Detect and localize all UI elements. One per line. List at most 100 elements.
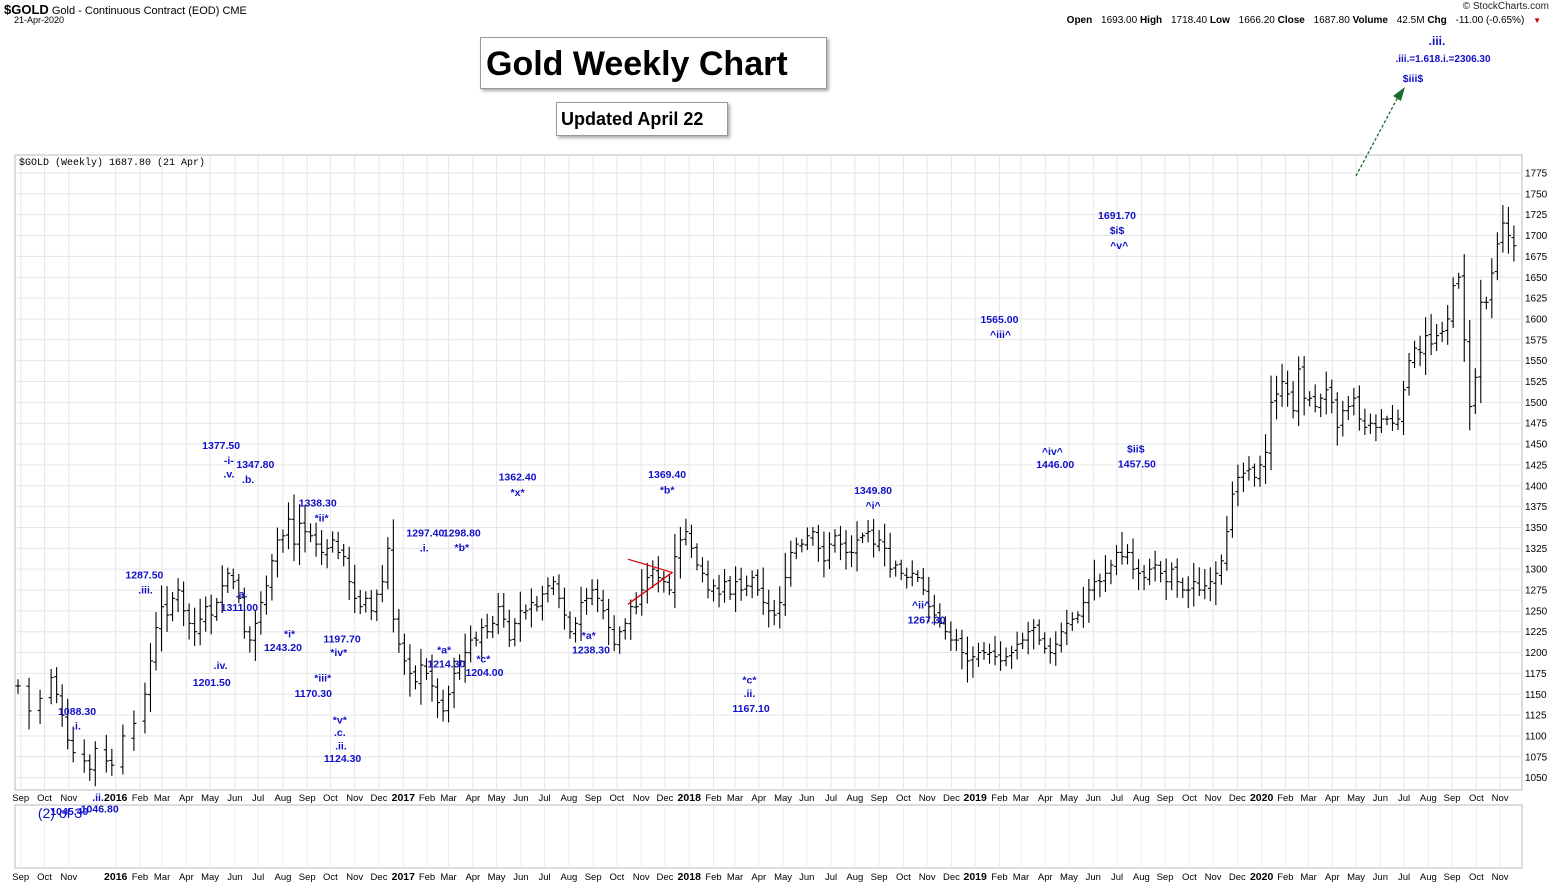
x-tick-label: Apr — [465, 793, 480, 804]
x-tick-label-lower: May — [201, 872, 219, 883]
x-tick-label-lower: Sep — [1157, 872, 1174, 883]
projection-target-label: .iii.=1.618.i.=2306.30 — [1395, 54, 1491, 65]
wave-label: 1347.80 — [236, 459, 274, 471]
x-tick-label-lower: Aug — [560, 872, 577, 883]
x-tick-label: Nov — [60, 793, 77, 804]
wave-label: 1565.00 — [980, 314, 1018, 326]
y-tick-label: 1200 — [1525, 648, 1548, 659]
x-tick-label: Oct — [323, 793, 338, 804]
wave-label: ^ii^ — [912, 599, 930, 611]
x-tick-label-lower: Dec — [371, 872, 388, 883]
projection-iii-label: $iii$ — [1403, 73, 1424, 85]
wave-label: .a. — [236, 589, 248, 601]
x-tick-label: May — [488, 793, 506, 804]
x-tick-label: Sep — [871, 793, 888, 804]
wave-label: 1297.40 — [406, 528, 444, 540]
x-tick-label-lower: Oct — [37, 872, 52, 883]
wave-label: .iv. — [214, 660, 228, 672]
chg-label: Chg — [1427, 15, 1447, 26]
x-tick-label-lower: Dec — [656, 872, 673, 883]
x-tick-label: Feb — [1277, 793, 1293, 804]
x-tick-label-lower: Nov — [60, 872, 77, 883]
wave-label: $ii$ — [1127, 443, 1145, 455]
volume-label: Volume — [1352, 15, 1388, 26]
wave-label: 1691.70 — [1098, 210, 1136, 222]
chg-value: -11.00 (-0.65%) — [1455, 15, 1525, 26]
y-tick-label: 1725 — [1525, 210, 1548, 221]
x-tick-label: Aug — [846, 793, 863, 804]
x-tick-label: Mar — [154, 793, 170, 804]
wave-label: 1311.00 — [221, 602, 259, 614]
triangle-pattern-lower — [627, 571, 673, 605]
x-tick-label: Mar — [727, 793, 743, 804]
x-tick-label: Sep — [299, 793, 316, 804]
x-tick-label: Mar — [440, 793, 456, 804]
x-tick-label: Apr — [179, 793, 194, 804]
x-tick-label-lower: 2018 — [678, 871, 702, 883]
open-label: Open — [1066, 15, 1093, 26]
x-tick-label: 2018 — [678, 792, 702, 804]
y-tick-label: 1600 — [1525, 314, 1548, 325]
x-tick-label-lower: Apr — [465, 872, 480, 883]
x-tick-label: Jul — [825, 793, 837, 804]
x-tick-label: Feb — [419, 793, 435, 804]
wave-label: *ii* — [315, 513, 330, 525]
y-tick-label: 1175 — [1525, 669, 1547, 680]
x-tick-label-lower: Apr — [751, 872, 766, 883]
x-tick-label: Feb — [991, 793, 1007, 804]
x-tick-label-lower: Mar — [440, 872, 456, 883]
symbol: $GOLD — [4, 2, 49, 17]
x-tick-label: Jul — [1398, 793, 1410, 804]
x-tick-label-lower: Nov — [346, 872, 363, 883]
x-tick-label-lower: Jul — [1398, 872, 1410, 883]
x-tick-label-lower: Jul — [1111, 872, 1123, 883]
x-tick-label: Apr — [1038, 793, 1053, 804]
x-tick-label-lower: Jun — [1086, 872, 1101, 883]
wave-label: $i$ — [1110, 225, 1125, 237]
y-tick-label: 1350 — [1525, 523, 1548, 534]
wave-label: ^iv^ — [1042, 446, 1063, 458]
x-tick-label-lower: Apr — [179, 872, 194, 883]
wave-label: -i- — [224, 455, 234, 467]
y-tick-label: 1400 — [1525, 481, 1548, 492]
projection-wave-label: .iii. — [1429, 34, 1446, 48]
y-tick-label: 1750 — [1525, 189, 1548, 200]
x-tick-label-lower: Jun — [1373, 872, 1388, 883]
x-tick-label: 2020 — [1250, 792, 1274, 804]
wave-label: 1243.20 — [264, 642, 302, 654]
x-tick-label: Sep — [12, 793, 29, 804]
wave-label: ^i^ — [865, 500, 880, 512]
x-tick-label: Apr — [751, 793, 766, 804]
wave-label: 1045.40 — [50, 806, 88, 818]
update-note: Updated April 22 — [556, 102, 728, 136]
x-tick-label: Nov — [346, 793, 363, 804]
ticker-line: $GOLD Gold - Continuous Contract (EOD) C… — [4, 2, 247, 17]
x-tick-label: Aug — [1420, 793, 1437, 804]
wave-label: *c* — [476, 654, 491, 666]
x-tick-label-lower: Sep — [585, 872, 602, 883]
wave-label: *a* — [437, 644, 452, 656]
wave-label: .i. — [420, 543, 429, 555]
volume-value: 42.5M — [1396, 15, 1425, 26]
x-tick-label: May — [774, 793, 792, 804]
wave-label: .ii. — [92, 792, 104, 804]
y-tick-label: 1525 — [1525, 377, 1548, 388]
wave-label: .iii. — [138, 584, 153, 596]
chg-down-icon: ▼ — [1533, 16, 1541, 25]
x-tick-label-lower: Nov — [1492, 872, 1509, 883]
x-tick-label-lower: Sep — [12, 872, 29, 883]
x-tick-label-lower: Apr — [1325, 872, 1340, 883]
projection-arrowhead — [1393, 87, 1405, 101]
x-tick-label-lower: Aug — [1133, 872, 1150, 883]
x-tick-label-lower: Oct — [896, 872, 911, 883]
x-tick-label-lower: Mar — [727, 872, 743, 883]
brand-link[interactable]: © StockCharts.com — [1462, 1, 1549, 12]
wave-label: *x* — [511, 487, 526, 499]
wave-label: 1124.30 — [324, 753, 362, 765]
wave-label: *iii* — [314, 673, 332, 685]
x-tick-label: Oct — [1182, 793, 1197, 804]
x-tick-label: Jun — [1086, 793, 1101, 804]
wave-label: .b. — [242, 474, 254, 486]
y-tick-label: 1375 — [1525, 502, 1548, 513]
ohlc-readout: Open 1693.00 High 1718.40 Low 1666.20 Cl… — [1067, 15, 1541, 26]
